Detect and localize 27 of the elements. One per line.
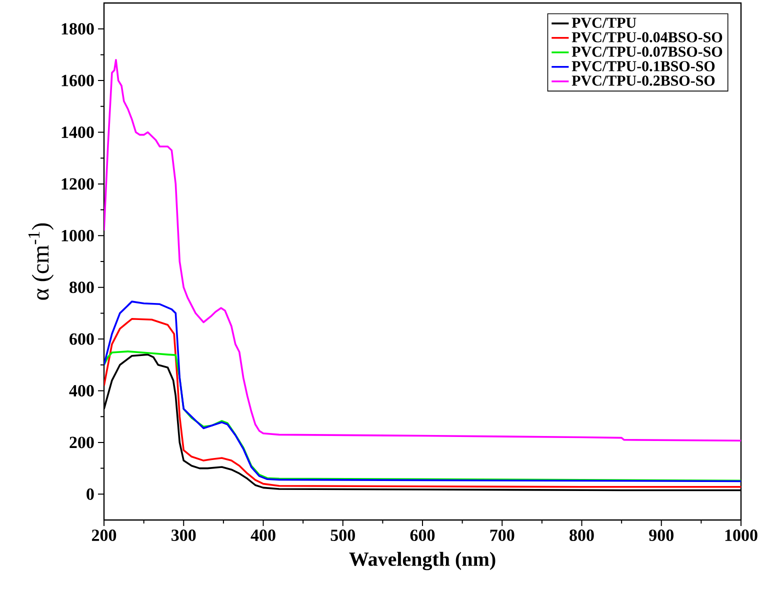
y-tick-label: 1200 — [62, 178, 94, 190]
x-tick-label: 200 — [92, 530, 116, 542]
y-tick-label: 800 — [70, 282, 94, 294]
x-tick-label: 300 — [172, 530, 196, 542]
x-tick-label: 600 — [410, 530, 435, 542]
x-tick-label: 900 — [649, 530, 674, 542]
x-tick-label: 400 — [250, 530, 276, 542]
y-tick-label: 1000 — [62, 230, 94, 242]
x-tick-label: 500 — [330, 530, 355, 542]
legend-label: PVC/TPU-0.2BSO-SO — [572, 76, 715, 86]
y-tick-label: 200 — [70, 436, 94, 448]
y-tick-label: 400 — [69, 385, 94, 396]
line-series — [104, 58, 742, 442]
legend-label: PVC/TPU-0.04BSO-SO — [572, 32, 722, 42]
y-tick-label: 1600 — [62, 74, 94, 86]
x-axis-title: Wavelength (nm) — [349, 552, 496, 570]
y-tick-label: 1400 — [62, 126, 94, 138]
legend-label: PVC/TPU — [572, 18, 636, 28]
y-axis-title: α (cm$^{-1}$) — [28, 223, 54, 300]
y-tick-label: 0 — [86, 488, 94, 500]
y-tick-label: 1800 — [62, 23, 94, 35]
x-tick-label: 1000 — [725, 530, 758, 542]
x-tick-label: 800 — [570, 530, 594, 542]
legend-label: PVC/TPU-0.1BSO-SO — [572, 61, 715, 72]
x-tick-label: 700 — [490, 530, 514, 542]
y-tick-label: 600 — [70, 333, 94, 345]
legend-label: PVC/TPU-0.07BSO-SO — [572, 46, 722, 57]
